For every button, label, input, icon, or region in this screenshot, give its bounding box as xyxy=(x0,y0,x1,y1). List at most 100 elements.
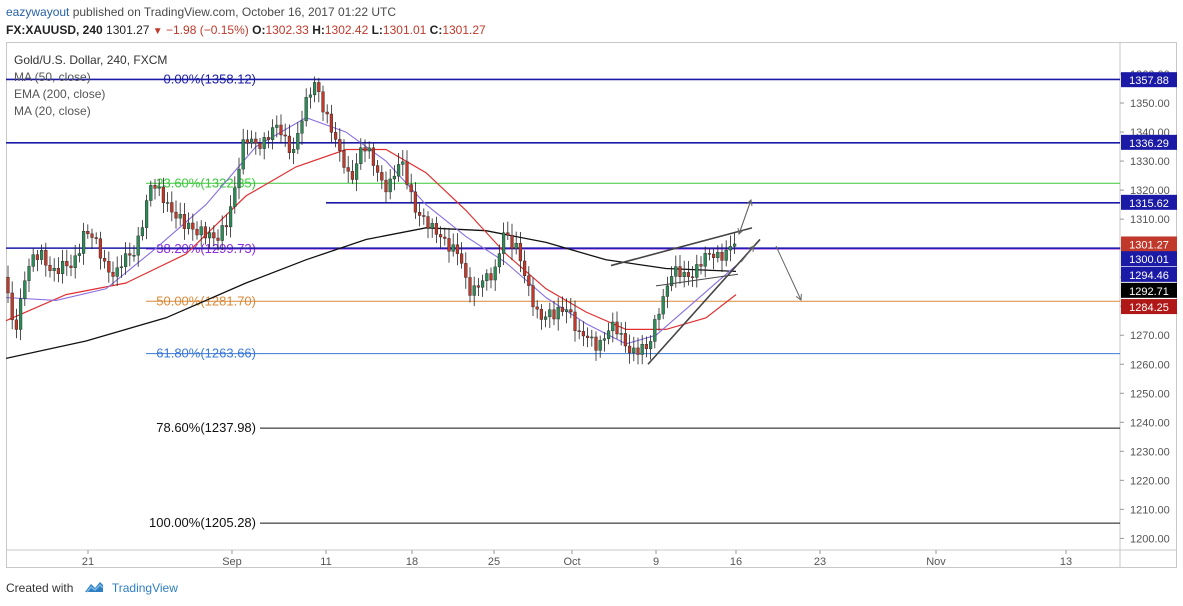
candle-body xyxy=(350,171,354,180)
candle-body xyxy=(707,253,711,255)
close-label: C: xyxy=(429,23,443,37)
open-label: O: xyxy=(252,23,266,37)
price-change: −1.98 (−0.15%) xyxy=(166,23,249,37)
low-value: 1301.01 xyxy=(382,23,427,37)
quote-line: FX:XAUUSD, 240 1301.27 ▼ −1.98 (−0.15%) … xyxy=(6,22,486,40)
candle-body xyxy=(178,214,182,219)
arrow-up-return-head xyxy=(737,227,744,235)
tradingview-link[interactable]: TradingView xyxy=(111,581,178,596)
candle-body xyxy=(716,251,720,258)
candle-body xyxy=(552,309,556,320)
candle-body xyxy=(598,340,602,351)
candle-body xyxy=(355,163,359,180)
candle-body xyxy=(271,127,275,140)
arrow-down-path-head xyxy=(795,293,802,301)
candle-body xyxy=(228,206,233,228)
created-with-label: Created with xyxy=(6,581,74,596)
candle-body xyxy=(565,309,569,312)
candle-body xyxy=(6,276,10,294)
candle-body xyxy=(493,266,497,281)
candle-body xyxy=(245,139,249,144)
x-tick-label: 25 xyxy=(488,556,500,568)
ma-20-line xyxy=(6,116,737,345)
ema-200-line xyxy=(6,227,737,360)
candle-body xyxy=(132,255,136,257)
candle-body xyxy=(161,186,165,203)
candle-body xyxy=(451,244,455,252)
candle-body xyxy=(535,306,539,310)
price-badge xyxy=(1121,194,1177,210)
x-tick-label: Nov xyxy=(926,556,946,568)
arrow-retest-shaft xyxy=(740,245,755,263)
candle-body xyxy=(165,202,170,204)
candle-body xyxy=(380,172,384,181)
candle-body xyxy=(401,161,405,165)
candle-body xyxy=(460,253,464,264)
candle-body xyxy=(23,280,27,299)
candle-body xyxy=(388,178,392,193)
candle-body xyxy=(590,336,594,339)
candle-body xyxy=(691,276,695,278)
candle-body xyxy=(602,338,606,341)
candle-body xyxy=(216,237,220,241)
candle-body xyxy=(317,82,321,92)
candle-body xyxy=(107,261,111,273)
candle-body xyxy=(560,307,564,312)
candle-body xyxy=(623,333,627,347)
candle-body xyxy=(18,298,23,330)
x-tick-label: Sep xyxy=(222,556,242,568)
candle-body xyxy=(321,91,325,113)
candle-body xyxy=(275,124,279,128)
price-badge-label: 1315.62 xyxy=(1129,198,1169,210)
candle-body xyxy=(514,243,518,249)
high-value: 1302.42 xyxy=(324,23,369,37)
candle-body xyxy=(371,147,375,166)
candle-body xyxy=(409,184,413,193)
candle-body xyxy=(224,225,228,228)
fib-23-6-label: 23.60%(1322.35) xyxy=(156,175,256,190)
low-label: L: xyxy=(371,23,383,37)
y-tick-label: 1260.00 xyxy=(1130,359,1170,371)
x-tick-label: 21 xyxy=(82,556,94,568)
price-badge-label: 1357.88 xyxy=(1129,75,1169,87)
y-tick-label: 1270.00 xyxy=(1130,330,1170,342)
candle-body xyxy=(283,134,287,137)
candle-body xyxy=(632,347,636,354)
wedge-upper-trendline xyxy=(610,227,753,267)
candle-body xyxy=(531,285,535,308)
candle-body xyxy=(397,164,401,177)
candles-group xyxy=(6,76,737,365)
candle-body xyxy=(611,321,615,332)
candle-body xyxy=(674,266,678,277)
candle-body xyxy=(523,260,527,276)
y-tick-label: 1350.00 xyxy=(1130,98,1170,110)
candle-body xyxy=(220,225,224,241)
price-badge-label: 1300.01 xyxy=(1129,254,1169,266)
candle-body xyxy=(81,231,86,254)
published-text: published on TradingView.com, October 16… xyxy=(69,5,397,19)
price-chart[interactable]: 1200.00 1210.00 1220.00 1230.00 1240.00 1250.… xyxy=(6,42,1177,568)
symbol-label: FX:XAUUSD, 240 xyxy=(6,23,103,37)
candle-body xyxy=(443,236,447,239)
candle-body xyxy=(644,344,648,350)
candle-body xyxy=(586,335,590,338)
candle-body xyxy=(308,94,312,98)
candle-body xyxy=(157,186,161,189)
candle-body xyxy=(149,185,153,201)
x-tick-label: 9 xyxy=(653,556,659,568)
candle-body xyxy=(61,261,65,274)
candle-body xyxy=(539,308,543,320)
y-tick-label: 1220.00 xyxy=(1130,475,1170,487)
candle-body xyxy=(199,226,203,236)
candle-body xyxy=(720,251,724,261)
candle-body xyxy=(35,254,39,260)
candle-body xyxy=(699,264,703,267)
candle-body xyxy=(266,137,270,140)
candle-body xyxy=(670,276,674,286)
candle-body xyxy=(657,313,661,320)
candle-body xyxy=(628,345,632,354)
author-link[interactable]: eazywayout xyxy=(6,5,70,19)
price-badge-label: 1336.29 xyxy=(1129,138,1169,150)
candle-body xyxy=(363,147,367,152)
candle-body xyxy=(573,311,577,331)
